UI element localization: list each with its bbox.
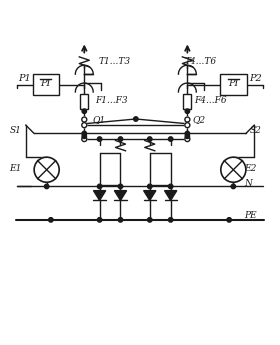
Circle shape: [168, 184, 173, 189]
Text: F1...F3: F1...F3: [95, 96, 128, 105]
Circle shape: [97, 218, 102, 222]
Text: E2: E2: [244, 164, 257, 173]
Circle shape: [82, 122, 87, 128]
Text: P2: P2: [249, 74, 262, 83]
Bar: [32, 74, 59, 95]
Circle shape: [82, 109, 87, 114]
Circle shape: [221, 157, 246, 182]
Circle shape: [118, 218, 123, 222]
Text: P1: P1: [18, 74, 31, 83]
Text: F4...F6: F4...F6: [194, 96, 227, 105]
Circle shape: [82, 134, 87, 138]
Text: S2: S2: [250, 126, 262, 135]
Circle shape: [82, 117, 87, 122]
Text: PE: PE: [244, 211, 257, 220]
Circle shape: [231, 184, 235, 189]
Circle shape: [185, 109, 190, 114]
Circle shape: [118, 184, 123, 189]
Circle shape: [227, 218, 231, 222]
Circle shape: [185, 134, 190, 138]
Text: PI: PI: [41, 79, 51, 88]
Circle shape: [168, 137, 173, 141]
Circle shape: [97, 184, 102, 189]
Circle shape: [185, 117, 190, 122]
Polygon shape: [165, 190, 177, 200]
Circle shape: [185, 122, 190, 128]
Text: Q2: Q2: [193, 115, 206, 124]
Polygon shape: [144, 190, 156, 200]
Circle shape: [148, 184, 152, 189]
Bar: [80, 94, 88, 109]
Circle shape: [45, 184, 49, 189]
Circle shape: [185, 137, 190, 141]
Text: N: N: [244, 179, 252, 188]
Circle shape: [82, 137, 87, 141]
Polygon shape: [94, 190, 106, 200]
Circle shape: [82, 131, 87, 136]
Text: S1: S1: [10, 126, 22, 135]
Circle shape: [168, 218, 173, 222]
Circle shape: [118, 137, 123, 141]
Bar: [183, 94, 191, 109]
Text: T4...T6: T4...T6: [185, 57, 217, 66]
Circle shape: [148, 218, 152, 222]
Bar: [220, 74, 247, 95]
Text: T1...T3: T1...T3: [98, 57, 130, 66]
Circle shape: [49, 218, 53, 222]
Text: Q1: Q1: [93, 115, 106, 124]
Circle shape: [148, 137, 152, 141]
Circle shape: [185, 131, 190, 136]
Polygon shape: [114, 190, 127, 200]
Circle shape: [97, 137, 102, 141]
Text: PI: PI: [228, 79, 239, 88]
Circle shape: [134, 117, 138, 121]
Circle shape: [34, 157, 59, 182]
Text: E1: E1: [10, 164, 22, 173]
